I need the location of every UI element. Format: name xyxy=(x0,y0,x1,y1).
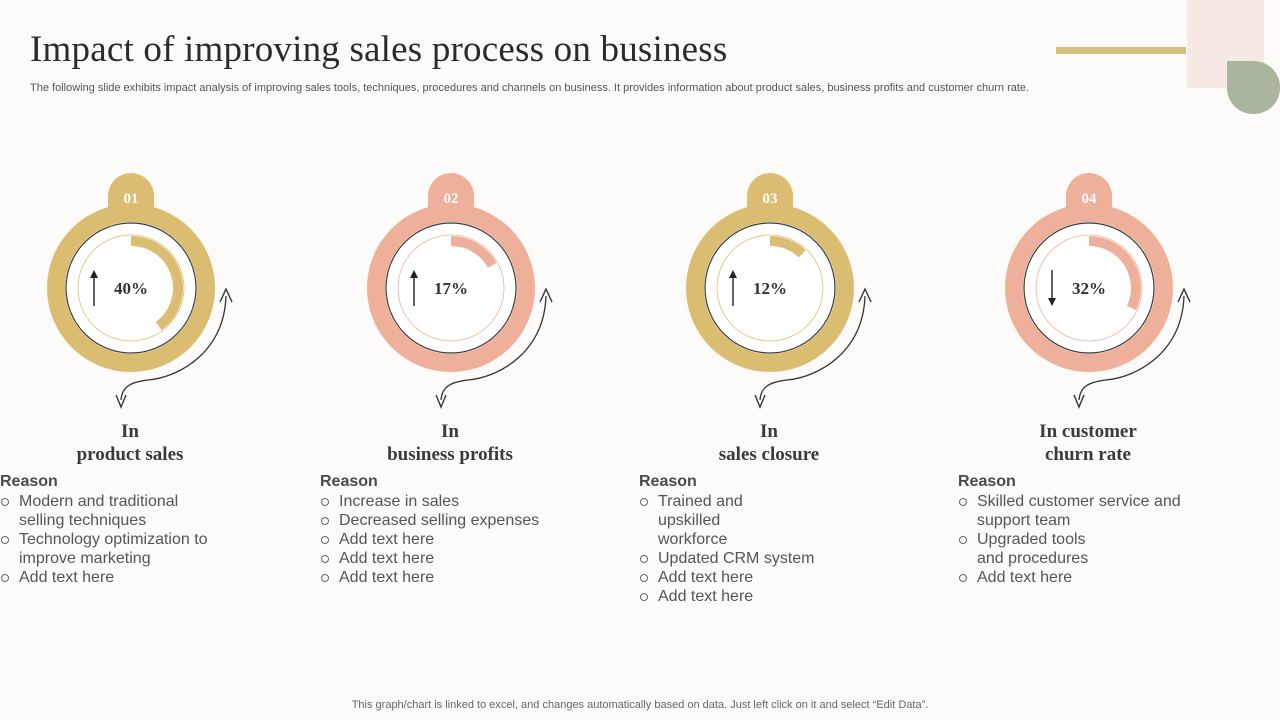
item-number: 03 xyxy=(763,191,778,207)
curved-arrow-tail-icon xyxy=(754,394,766,409)
number-tab xyxy=(428,173,474,208)
footer-note: This graph/chart is linked to excel, and… xyxy=(351,699,929,711)
card-heading: In business profits xyxy=(320,420,580,466)
value-label: 12% xyxy=(753,279,787,298)
reason-item: Upgraded tools and procedures xyxy=(958,530,1097,568)
card-heading: In product sales xyxy=(0,420,260,466)
number-tab xyxy=(747,173,793,208)
curved-arrow-head-icon xyxy=(1177,287,1191,303)
reason-list: Trained and upskilled workforce Updated C… xyxy=(639,492,899,606)
reason-title: Reason xyxy=(320,473,378,490)
reason-item: Decreased selling expenses xyxy=(320,511,599,530)
donut-ring: 01 40% xyxy=(47,173,233,409)
heading-line-1: In xyxy=(760,421,778,442)
reason-item: Add text here xyxy=(320,568,599,587)
heading-line-1: In customer xyxy=(1039,421,1137,442)
arrow-up-icon xyxy=(410,270,418,278)
value-arc xyxy=(130,236,183,331)
reason-title: Reason xyxy=(639,473,697,490)
reason-item: Skilled customer service and support tea… xyxy=(958,492,1207,530)
reason-item: Add text here xyxy=(320,530,599,549)
reason-title: Reason xyxy=(0,473,58,490)
value-arc xyxy=(1088,236,1141,311)
donut-ring: 03 12% xyxy=(686,173,872,409)
impact-card-3: 03 12% In sales closure Reason Trained and up… xyxy=(639,172,939,612)
arrow-down-icon xyxy=(1048,298,1056,306)
curved-arrow-icon xyxy=(1078,295,1185,401)
impact-card-4: 04 32% In customer churn rate Reason Skilled … xyxy=(958,172,1258,612)
outer-ring xyxy=(47,204,215,372)
reason-item: Add text here xyxy=(0,568,259,587)
curved-arrow-tail-icon xyxy=(115,394,127,409)
curved-arrow-tail-icon xyxy=(1073,394,1085,409)
guide-circle xyxy=(397,234,505,342)
guide-circle xyxy=(77,234,185,342)
inner-disk xyxy=(704,222,836,354)
reason-list: Increase in sales Decreased selling expen… xyxy=(320,492,580,587)
reason-item: Modern and traditional selling technique… xyxy=(0,492,184,530)
reason-list: Modern and traditional selling technique… xyxy=(0,492,260,587)
heading-line-2: churn rate xyxy=(1044,444,1131,465)
heading-line-2: business profits xyxy=(387,444,513,465)
reason-item: Add text here xyxy=(639,568,918,587)
curved-arrow-tail-icon xyxy=(435,394,447,409)
value-arc xyxy=(450,236,497,268)
reason-item: Add text here xyxy=(639,587,918,606)
curved-arrow-icon xyxy=(120,295,227,401)
heading-line-2: sales closure xyxy=(718,444,820,465)
value-arc xyxy=(769,236,806,258)
value-label: 32% xyxy=(1072,279,1106,298)
page-subtitle: The following slide exhibits impact anal… xyxy=(30,82,1030,94)
curved-arrow-head-icon xyxy=(219,287,233,303)
reason-item: Technology optimization to improve marke… xyxy=(0,530,229,568)
outer-ring xyxy=(686,204,854,372)
curved-arrow-head-icon xyxy=(539,287,553,303)
decorative-line xyxy=(1056,47,1186,54)
heading-line-1: In xyxy=(121,421,139,442)
page-title: Impact of improving sales process on bus… xyxy=(30,29,728,70)
decorative-leaf-shape xyxy=(1227,61,1280,114)
value-label: 40% xyxy=(114,279,148,298)
curved-arrow-icon xyxy=(759,295,866,401)
donut-ring: 02 17% xyxy=(367,173,553,409)
arrow-up-icon xyxy=(729,270,737,278)
reason-item: Updated CRM system xyxy=(639,549,918,568)
number-tab xyxy=(1066,173,1112,208)
number-tab xyxy=(108,173,154,208)
arrow-up-icon xyxy=(90,270,98,278)
outer-ring xyxy=(1005,204,1173,372)
reason-item: Add text here xyxy=(958,568,1237,587)
reason-list: Skilled customer service and support tea… xyxy=(958,492,1218,587)
card-heading: In customer churn rate xyxy=(958,420,1218,466)
reason-item: Add text here xyxy=(320,549,599,568)
impact-card-1: 01 40% In product sales Reason Modern and tra… xyxy=(0,172,300,612)
reason-item: Trained and upskilled workforce xyxy=(639,492,778,549)
impact-card-2: 02 17% In business profits Reason Increase in… xyxy=(320,172,620,612)
reason-title: Reason xyxy=(958,473,1016,490)
item-number: 04 xyxy=(1082,191,1098,207)
heading-line-1: In xyxy=(441,421,459,442)
heading-line-2: product sales xyxy=(76,444,184,465)
curved-arrow-icon xyxy=(440,295,547,401)
guide-circle xyxy=(716,234,824,342)
reason-item: Increase in sales xyxy=(320,492,599,511)
card-heading: In sales closure xyxy=(639,420,899,466)
guide-circle xyxy=(1035,234,1143,342)
value-label: 17% xyxy=(434,279,468,298)
item-number: 02 xyxy=(444,191,459,207)
outer-ring xyxy=(367,204,535,372)
item-number: 01 xyxy=(124,191,139,207)
donut-ring: 04 32% xyxy=(1005,173,1191,409)
curved-arrow-head-icon xyxy=(858,287,872,303)
